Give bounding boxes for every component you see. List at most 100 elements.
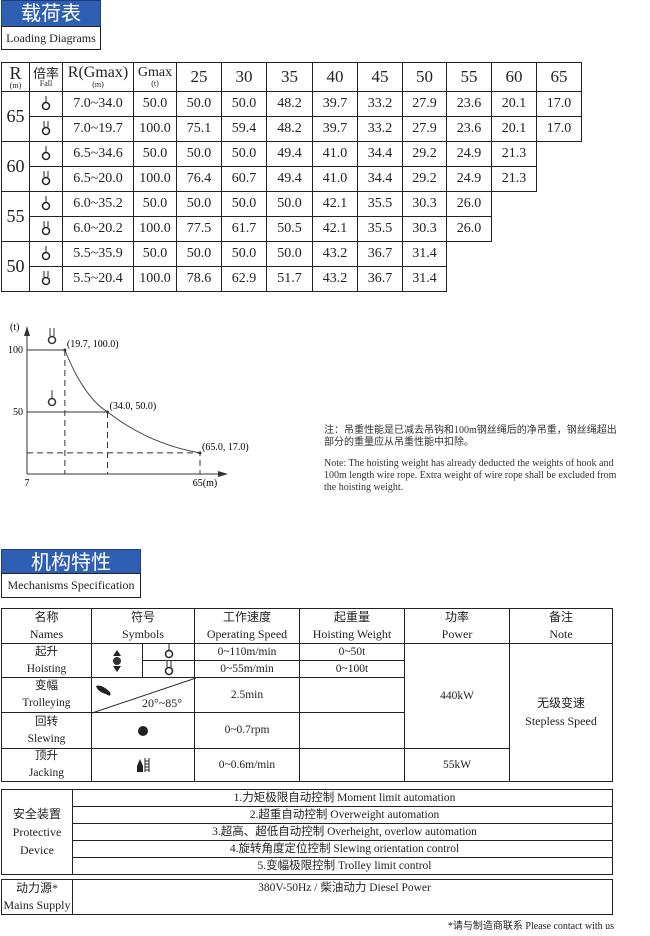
point-label: (34.0, 50.0): [110, 401, 157, 412]
load-value: 26.0: [446, 191, 492, 217]
note-cn: 注：吊重性能是已减去吊钩和100m钢丝绳后的净吊重，钢丝绳超出部分的重量应从吊重…: [324, 425, 617, 448]
hoisting-symbol: [91, 643, 143, 678]
load-value: 50.0: [266, 191, 313, 217]
jacking-symbol: [91, 748, 195, 782]
load-value: 50.0: [221, 241, 267, 267]
header-radius: 60: [491, 62, 537, 92]
hook-rope: [49, 328, 55, 336]
jacking-weight: [299, 748, 405, 782]
double-hook-icon: [41, 171, 51, 186]
gmax-value: 100.0: [133, 216, 177, 242]
load-value: 39.7: [312, 91, 358, 117]
load-value: 21.3: [491, 141, 537, 167]
load-value: 41.0: [312, 166, 358, 192]
load-value: 27.9: [402, 91, 447, 117]
load-value: 17.0: [536, 116, 582, 142]
load-value: 41.0: [312, 141, 358, 167]
footnote: *请与制造商联系 Please contact with us: [447, 921, 614, 932]
load-curve-chart: (19.7, 100.0) (34.0, 50.0) (65.0, 17.0) (t)…: [8, 322, 249, 489]
capacity-lines: [27, 349, 108, 413]
load-value: 36.7: [357, 266, 403, 292]
boom-length: 55: [1, 191, 30, 242]
boom-length: 50: [1, 241, 30, 292]
load-value: 42.1: [312, 216, 358, 242]
mains-label: 动力源* Mains Supply: [1, 879, 73, 915]
data-point: [106, 410, 110, 414]
slewing-symbol: [91, 712, 195, 749]
row-jacking-name: 顶升 Jacking: [1, 748, 92, 782]
header-speed: 工作速度 Operating Speed: [194, 608, 300, 644]
point-label: (65.0, 17.0): [202, 442, 249, 453]
header-radius: 55: [446, 62, 492, 92]
load-value: 50.0: [176, 91, 222, 117]
load-value: 39.7: [312, 116, 358, 142]
load-value: 49.4: [266, 141, 313, 167]
load-value: 24.9: [446, 166, 492, 192]
section2-title-cn: 机构特性: [1, 549, 141, 574]
load-value: 30.3: [402, 216, 447, 242]
slewing-icon: [138, 725, 148, 736]
header-gmax: Gmax (t): [133, 62, 177, 92]
load-value: 50.0: [266, 241, 313, 267]
trolleying-symbol: 20°~85°: [91, 677, 196, 714]
single-hook-icon: [41, 96, 51, 111]
y-tick-label: 50: [13, 407, 23, 418]
load-value: 77.5: [176, 216, 222, 242]
load-value: 26.0: [446, 216, 492, 242]
load-value: 51.7: [266, 266, 313, 292]
section2-title-en: Mechanisms Specification: [1, 573, 141, 598]
gmax-value: 50.0: [133, 241, 177, 267]
row-slewing-name: 回转 Slewing: [1, 712, 92, 749]
note-en: Note: The hoisting weight has already de…: [324, 458, 617, 493]
gmax-value: 50.0: [133, 141, 177, 167]
slewing-weight: [299, 712, 405, 749]
load-value: 50.0: [176, 191, 222, 217]
load-value: 48.2: [266, 116, 313, 142]
rgmax-value: 7.0~34.0: [62, 91, 134, 117]
header-radius: 25: [176, 62, 222, 92]
data-point: [63, 348, 67, 352]
header-names: 名称 Names: [1, 608, 92, 644]
header-fall: 倍率 Fall: [29, 62, 63, 92]
trolleying-weight: [299, 677, 405, 713]
double-hook-icon: [41, 121, 51, 136]
header-radius: 45: [357, 62, 403, 92]
single-hook-icon: [41, 196, 51, 211]
fall-symbol: [29, 266, 63, 292]
load-value: 27.9: [402, 116, 447, 142]
load-value: 35.5: [357, 191, 403, 217]
hoisting-weight-1: 0~50t: [299, 643, 405, 661]
load-value: 42.1: [312, 191, 358, 217]
fall-symbol: [29, 191, 63, 217]
mains-value: 380V-50Hz / 柴油动力 Diesel Power: [72, 879, 613, 915]
y-tick-label: 100: [8, 345, 23, 356]
y-axis-label: (t): [10, 322, 19, 333]
load-value: 48.2: [266, 91, 313, 117]
load-value: 50.0: [221, 141, 267, 167]
gmax-value: 100.0: [133, 266, 177, 292]
load-value: 75.1: [176, 116, 222, 142]
power-main: 440kW: [404, 643, 510, 749]
header-power: 功率 Power: [404, 608, 510, 644]
load-value: 43.2: [312, 241, 358, 267]
rgmax-value: 6.0~20.2: [62, 216, 134, 242]
luffing-angle: 20°~85°: [142, 696, 183, 710]
load-value: 33.2: [357, 116, 403, 142]
load-value: 62.9: [221, 266, 267, 292]
row-hoisting-name: 起升 Hoisting: [1, 643, 92, 678]
trolleying-speed: 2.5min: [194, 677, 300, 713]
load-value: 24.9: [446, 141, 492, 167]
load-value: 34.4: [357, 141, 403, 167]
point-label: (19.7, 100.0): [67, 339, 119, 350]
double-hook-icon: [41, 221, 51, 236]
load-value: 33.2: [357, 91, 403, 117]
header-symbols: 符号 Symbols: [91, 608, 195, 644]
header-note: 备注 Note: [509, 608, 613, 644]
load-value: 30.3: [402, 191, 447, 217]
header-r: R (m): [1, 62, 30, 92]
load-value: 50.0: [176, 241, 222, 267]
section-title-cn: 载荷表: [1, 0, 101, 27]
load-value: 60.7: [221, 166, 267, 192]
protective-item: 3.超高、超低自动控制 Overheight, overlow automati…: [72, 823, 613, 841]
load-value: 23.6: [446, 91, 492, 117]
